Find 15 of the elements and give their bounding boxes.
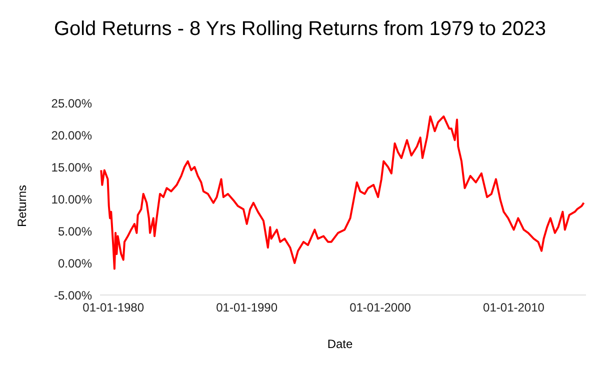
chart-title: Gold Returns - 8 Yrs Rolling Returns from 1979 to 2023	[52, 18, 548, 41]
x-tick-label: 01-01-2000	[350, 300, 412, 315]
x-tick-label: 01-01-2010	[483, 300, 545, 315]
x-tick-label: 01-01-1990	[216, 300, 278, 315]
y-tick-label: 0.00%	[58, 256, 92, 270]
x-axis-title: Date	[326, 337, 354, 351]
y-tick-label: 10.00%	[51, 192, 92, 206]
y-tick-label: 15.00%	[51, 160, 92, 174]
y-tick-label: 5.00%	[58, 224, 92, 238]
y-tick-label: 20.00%	[51, 128, 92, 142]
y-tick-label: 25.00%	[51, 96, 92, 110]
x-tick-label: 01-01-1980	[82, 300, 144, 315]
y-tick-label: -5.00%	[54, 288, 92, 302]
line-series	[100, 115, 585, 270]
y-axis-title: Returns	[15, 184, 29, 228]
